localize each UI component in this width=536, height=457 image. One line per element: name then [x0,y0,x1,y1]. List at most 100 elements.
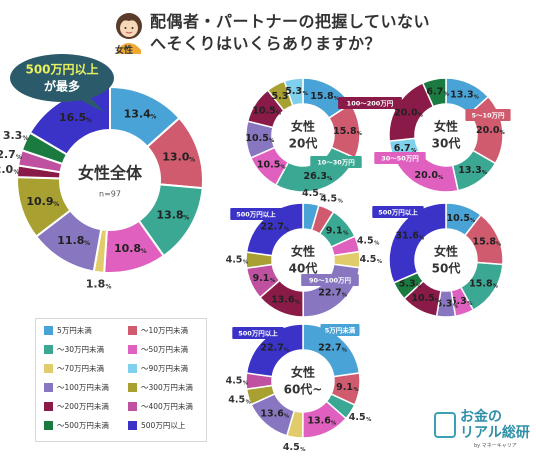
data-label-4-6: 5.3 [399,279,416,290]
data-label-1-2: 26.3 [304,171,327,182]
legend-label: ～50万円未満 [141,345,189,354]
legend: 5万円未満 ～10万円未満 ～30万円未満 ～50万円未満 ～70万円未満 ～90万円未満… [35,318,207,442]
data-label-unit-0-0: % [150,114,156,121]
chart-subtitle-0: n=97 [99,190,121,199]
data-label-4-0: 10.5 [447,213,470,224]
slice-5-8 [245,323,304,378]
data-label-5-1: 9.1 [336,382,353,393]
data-label-5-3: 13.6 [307,416,331,427]
data-label-unit-5-7: % [243,381,249,387]
data-label-0-3: 10.8 [114,242,141,255]
data-label-unit-0-5: % [84,240,90,247]
legend-swatch [128,364,137,373]
donut-chart-4: 10.5 %15.8 %15.8 %5.3 %5.3 %10.5 %5.3 %31.6 %女性5… [388,202,504,318]
data-label-unit-3-3: % [374,240,380,246]
data-label-3-9: 22.7 [260,221,283,232]
legend-swatch [44,326,53,335]
tag-3-0: 500万円以上 [230,208,282,220]
legend-swatch [128,345,137,354]
chart-subtitle-4: 50代 [432,261,461,276]
data-label-5-6: 4.5 [228,394,245,405]
data-label-unit-3-2: % [343,231,349,237]
data-label-3-3: 4.5 [357,235,374,246]
tag-text-5-1: 5万円未満 [325,326,356,335]
data-label-2-3: 20.0 [415,170,439,181]
data-label-unit-5-6: % [246,399,252,405]
legend-swatch [44,421,53,430]
data-label-5-4: 4.5 [283,442,300,453]
data-label-unit-2-1: % [500,130,506,136]
legend-swatch [44,383,53,392]
title-line-2: へそくりはいくらありますか？ [150,34,382,53]
chart-title-5: 女性 [291,365,315,380]
title-line-1: 配偶者・パートナーの把握していない [150,12,431,31]
legend-swatch [128,326,137,335]
data-label-3-7: 9.1 [253,273,270,284]
data-label-unit-0-4: % [105,283,111,290]
magnifier-document-icon [434,412,456,438]
slice-2-6 [421,77,447,108]
data-label-unit-3-1: % [338,198,344,204]
legend-item-lt100: ～100万円未満 [44,382,109,393]
data-label-unit-2-0: % [474,94,480,100]
data-label-0-4: 1.8 [86,277,106,290]
data-label-1-1: 15.8 [333,126,357,137]
legend-item-lt90: ～90万円未満 [128,363,188,374]
chart-title-2: 女性 [434,119,458,134]
data-label-0-0: 13.4 [124,108,151,121]
slice-3-9 [245,202,304,257]
data-label-unit-0-1: % [189,156,195,163]
tag-text-3-0: 500万円以上 [236,210,276,219]
data-label-unit-5-2: % [366,417,372,423]
chart-subtitle-3: 40代 [289,261,318,276]
brand-name: お金の リアル総研 [460,409,530,441]
data-label-unit-4-3: % [467,301,473,307]
data-label-unit-3-0: % [319,193,325,199]
data-label-unit-2-5: % [418,113,424,119]
data-label-unit-3-7: % [270,278,276,284]
data-label-unit-4-5: % [435,298,441,304]
slice-4-7 [388,202,447,284]
legend-swatch [44,402,53,411]
callout-line1: 500万円以上 [25,62,98,77]
data-label-unit-5-3: % [331,421,337,427]
data-label-3-2: 9.1 [326,226,343,237]
legend-swatch [128,421,137,430]
donut-chart-0: 13.4%13.0%13.8%10.8%1.8%11.8%10.9%2.0%2.… [0,85,204,290]
chart-title-1: 女性 [291,119,315,134]
data-label-0-7: 2.0 [0,163,14,176]
data-label-unit-5-0: % [342,347,348,353]
legend-item-ge500: 500万円以上 [128,420,185,431]
legend-item-lt70: ～70万円未満 [44,363,104,374]
data-label-unit-2-3: % [438,175,444,181]
legend-item-lt400: ～400万円未満 [128,401,193,412]
data-label-5-7: 4.5 [226,376,243,387]
data-label-2-1: 20.0 [476,125,500,136]
woman-avatar-icon [112,10,146,58]
chart-subtitle-1: 20代 [289,136,318,151]
data-label-unit-1-2: % [327,176,333,182]
legend-item-lt500: ～500万円未満 [44,420,109,431]
data-label-unit-4-4: % [453,304,459,310]
data-label-0-2: 13.8 [156,209,183,222]
tag-text-3-1: 90～100万円 [309,277,352,285]
data-label-2-4: 6.7 [394,143,411,154]
callout-line2: が最多 [44,79,80,94]
legend-label: ～400万円未満 [141,402,193,411]
tag-5-1: 5万円未満 [320,324,360,336]
data-label-unit-0-3: % [141,248,147,255]
tag-text-2-2: 30～50万円 [381,155,419,163]
data-label-3-0: 4.5 [302,188,319,199]
data-label-unit-5-4: % [300,447,306,453]
legend-label: 5万円未満 [57,326,92,335]
data-label-unit-3-8: % [243,260,249,266]
data-label-0-1: 13.0 [162,150,189,163]
legend-item-lt5: 5万円未満 [44,325,92,336]
data-label-unit-0-2: % [183,215,189,222]
data-label-0-6: 10.9 [26,195,53,208]
chart-subtitle-2: 30代 [432,136,461,151]
tag-1-0: 10～30万円 [310,156,362,168]
data-label-unit-2-6: % [444,91,450,97]
data-label-1-3: 10.5 [257,159,280,170]
